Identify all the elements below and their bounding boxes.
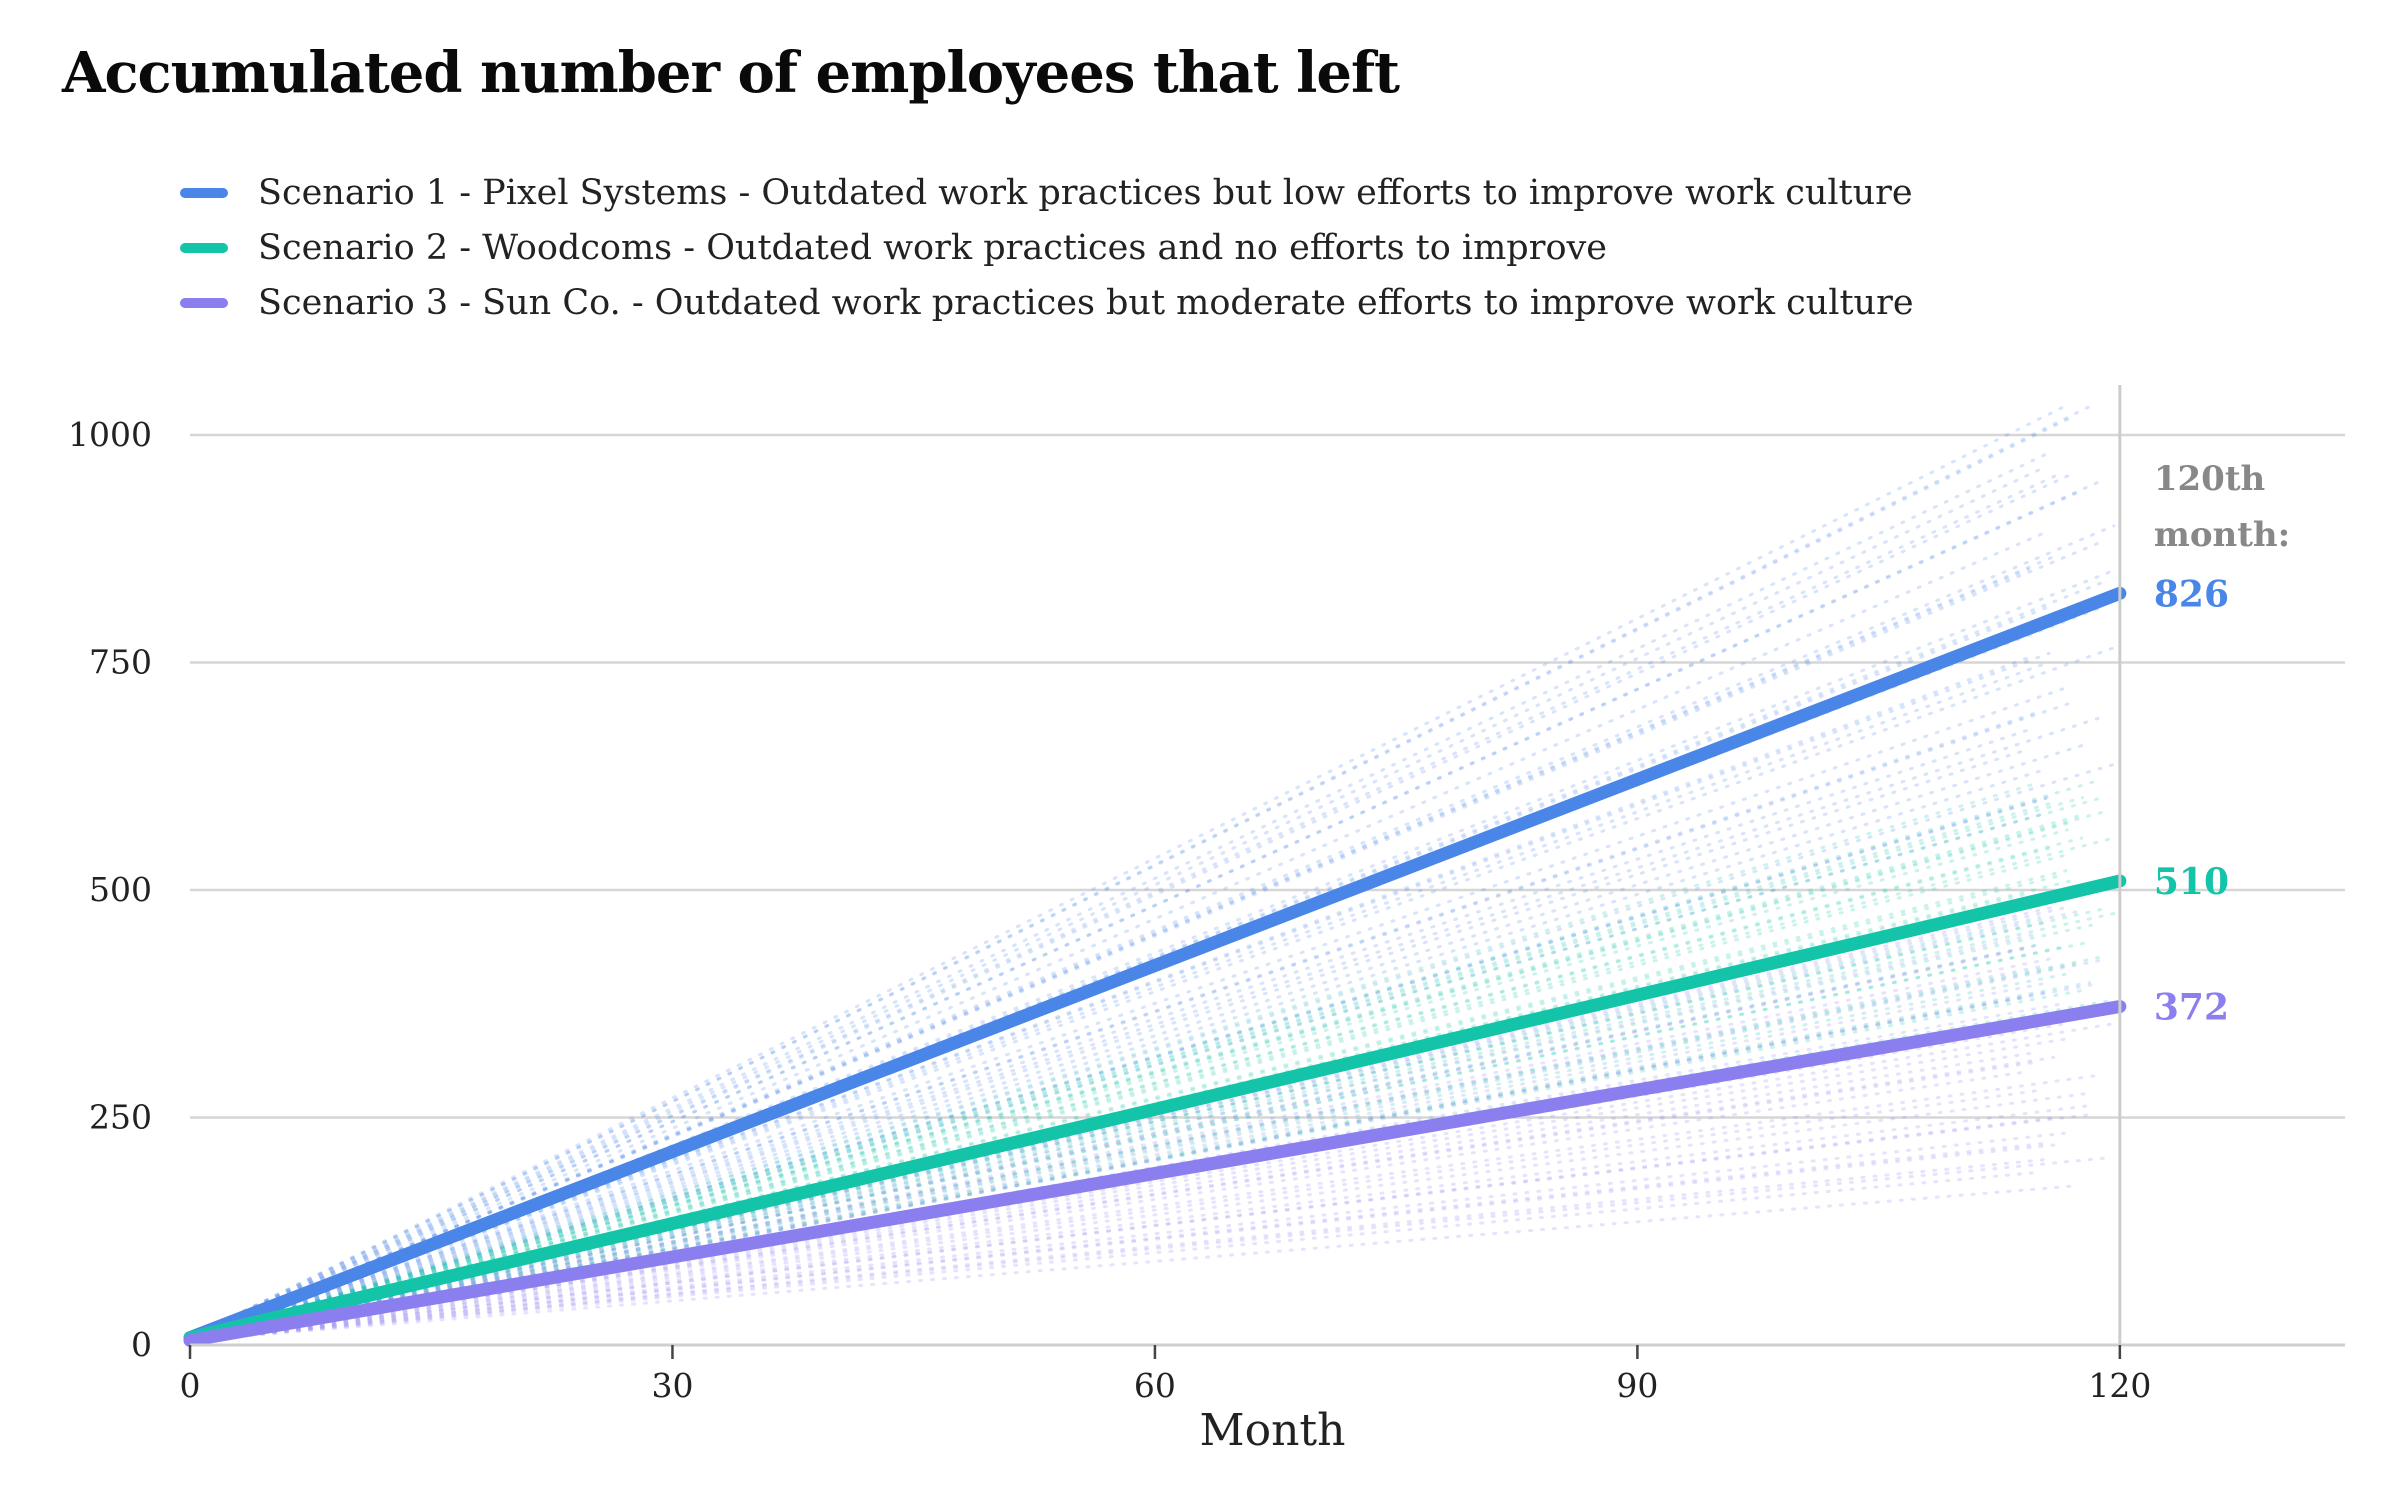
end-labels: 120th month: 826 510 372 bbox=[2154, 459, 2290, 1028]
y-tick-label-0: 0 bbox=[131, 1325, 152, 1364]
y-tick-label-500: 500 bbox=[89, 870, 152, 909]
simulation-trace-scenario-3 bbox=[190, 949, 2026, 1341]
x-tick-label-60: 60 bbox=[1134, 1366, 1176, 1405]
series-line-scenario-2 bbox=[190, 881, 2120, 1338]
simulation-trace-scenario-1 bbox=[190, 647, 2116, 1338]
x-axis-title: Month bbox=[1200, 1405, 1346, 1456]
y-tick-label-250: 250 bbox=[89, 1098, 152, 1137]
simulation-trace-scenario-1 bbox=[190, 533, 2044, 1338]
simulation-trace-scenario-1 bbox=[190, 476, 2068, 1338]
simulation-traces bbox=[190, 406, 2117, 1340]
simulation-trace-scenario-3 bbox=[190, 1186, 2076, 1341]
simulation-trace-scenario-1 bbox=[190, 743, 2089, 1337]
end-label-scenario-2: 510 bbox=[2154, 861, 2229, 903]
simulation-trace-scenario-3 bbox=[190, 935, 2033, 1341]
simulation-trace-scenario-3 bbox=[190, 1159, 2048, 1340]
simulation-trace-scenario-2 bbox=[190, 813, 2101, 1338]
simulation-trace-scenario-3 bbox=[190, 1144, 2042, 1341]
x-tick-label-0: 0 bbox=[180, 1366, 201, 1405]
x-tick-label-90: 90 bbox=[1616, 1366, 1658, 1405]
simulation-trace-scenario-1 bbox=[190, 473, 2061, 1337]
simulation-trace-scenario-1 bbox=[190, 526, 2114, 1338]
simulation-trace-scenario-1 bbox=[190, 479, 2105, 1338]
simulation-trace-scenario-2 bbox=[190, 821, 2076, 1338]
end-header-line-2: month: bbox=[2154, 515, 2290, 555]
end-header-line-1: 120th bbox=[2154, 459, 2265, 499]
x-tick-label-120: 120 bbox=[2088, 1366, 2151, 1405]
simulation-trace-scenario-2 bbox=[190, 797, 2104, 1337]
simulation-trace-scenario-3 bbox=[190, 960, 2103, 1341]
y-tick-label-750: 750 bbox=[89, 643, 152, 682]
y-tick-label-1000: 1000 bbox=[68, 415, 152, 454]
x-tick-label-30: 30 bbox=[651, 1366, 693, 1405]
simulation-trace-scenario-2 bbox=[190, 784, 2036, 1338]
simulation-trace-scenario-1 bbox=[190, 770, 2045, 1338]
end-label-scenario-3: 372 bbox=[2154, 986, 2229, 1028]
series-line-scenario-3 bbox=[190, 1006, 2120, 1340]
end-label-scenario-1: 826 bbox=[2154, 573, 2229, 615]
simulation-trace-scenario-1 bbox=[190, 712, 2040, 1338]
